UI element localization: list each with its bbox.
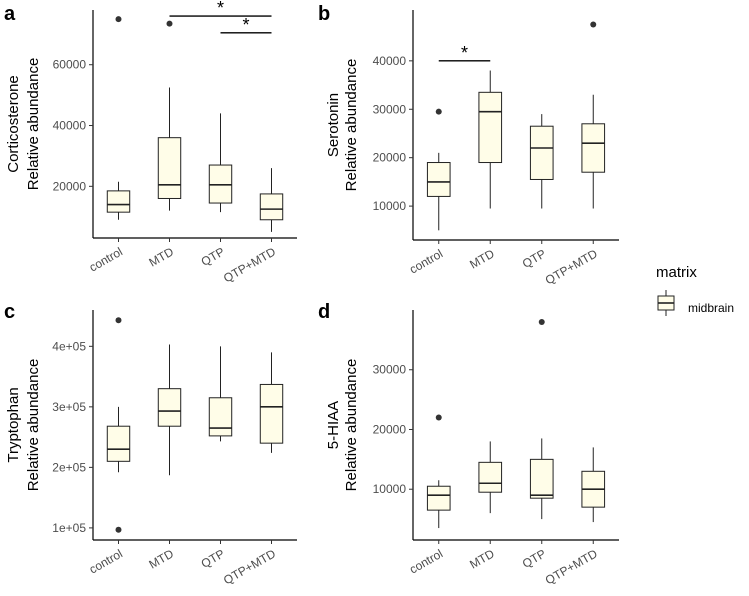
x-tick-label: QTP+MTD	[543, 246, 600, 287]
y-tick-label: 10000	[373, 482, 407, 496]
significance-star: *	[242, 15, 249, 35]
legend-title: matrix	[656, 264, 697, 281]
panel-letter: b	[318, 3, 330, 25]
box-control	[106, 190, 131, 213]
y-axis-title-line: Relative abundance	[25, 359, 42, 492]
y-axis-title-line: Serotonin	[325, 93, 342, 157]
y-axis-title-line: 5-HIAA	[325, 401, 342, 449]
panel-d: d 5-HIAA Relative abundance 10000 20000 30000…	[318, 301, 619, 587]
significance-star: *	[461, 43, 468, 63]
outlier-point	[115, 317, 122, 324]
box-QTP	[208, 397, 233, 437]
outlier-point	[115, 16, 122, 23]
y-tick-label: 2e+05	[52, 460, 86, 474]
y-axis-title-line: Relative abundance	[25, 58, 42, 191]
outlier-point	[166, 20, 173, 27]
outlier-point	[435, 108, 442, 115]
x-tick-label: QTP+MTD	[221, 546, 278, 587]
y-tick-label: 30000	[373, 363, 407, 377]
x-tick-label: MTD	[467, 546, 497, 571]
panel-c: c Tryptophan Relative abundance 1e+05 2e+05 3…	[4, 301, 297, 587]
panel-letter: d	[318, 301, 330, 323]
box-QTP+MTD	[581, 123, 606, 173]
box-MTD	[478, 91, 503, 164]
x-tick-label: QTP	[520, 546, 548, 570]
box-MTD	[157, 137, 182, 199]
x-tick-label: MTD	[467, 246, 497, 271]
y-tick-label: 4e+05	[52, 339, 86, 353]
box-QTP	[529, 458, 554, 499]
y-axis-title-line: Tryptophan	[5, 387, 22, 462]
x-tick-label: control	[87, 546, 125, 576]
y-tick-label: 3e+05	[52, 400, 86, 414]
x-tick-label: QTP	[520, 246, 548, 270]
panel-letter: c	[4, 301, 15, 323]
y-axis-title-line: Corticosterone	[5, 75, 22, 173]
legend: matrix midbrain	[656, 264, 734, 316]
y-axis-title-line: Relative abundance	[343, 359, 360, 492]
box-MTD	[157, 388, 182, 427]
panel-a: a Corticosterone Relative abundance 20000 40…	[4, 0, 297, 285]
x-tick-label: MTD	[146, 546, 176, 571]
box-control	[106, 425, 131, 462]
y-tick-label: 10000	[373, 199, 407, 213]
box-QTP+MTD	[259, 383, 284, 444]
significance-star: *	[217, 0, 224, 18]
outlier-point	[435, 414, 442, 421]
outlier-point	[538, 318, 545, 325]
box-QTP+MTD	[259, 193, 284, 221]
x-tick-label: control	[407, 246, 445, 276]
box-QTP	[529, 125, 554, 180]
y-tick-label: 20000	[373, 422, 407, 436]
panel-letter: a	[4, 3, 16, 25]
x-tick-label: QTP+MTD	[221, 244, 278, 285]
outlier-point	[590, 21, 597, 28]
x-tick-label: MTD	[146, 244, 176, 269]
outlier-point	[115, 526, 122, 533]
box-control	[426, 485, 451, 511]
y-axis-title-line: Relative abundance	[343, 59, 360, 192]
y-tick-label: 60000	[53, 58, 87, 72]
x-tick-label: control	[407, 546, 445, 576]
y-tick-label: 40000	[373, 54, 407, 68]
box-control	[426, 162, 451, 197]
y-tick-label: 20000	[53, 179, 87, 193]
x-tick-label: QTP+MTD	[543, 546, 600, 587]
y-tick-label: 1e+05	[52, 521, 86, 535]
x-tick-label: control	[87, 244, 125, 274]
x-tick-label: QTP	[199, 546, 227, 570]
y-tick-label: 40000	[53, 119, 87, 133]
x-tick-label: QTP	[199, 244, 227, 268]
box-MTD	[478, 461, 503, 493]
y-tick-label: 20000	[373, 151, 407, 165]
y-tick-label: 30000	[373, 102, 407, 116]
legend-label-midbrain: midbrain	[688, 301, 734, 315]
panel-b: b Serotonin Relative abundance 10000 20000 30…	[318, 3, 619, 287]
